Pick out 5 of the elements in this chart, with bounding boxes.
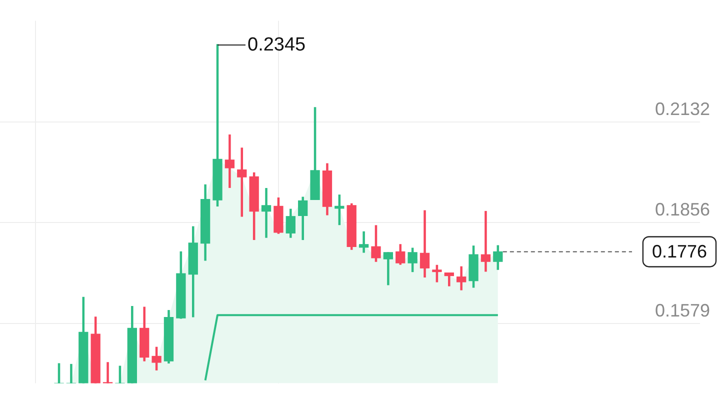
y-tick-label: 0.1579 — [654, 300, 710, 320]
annotation: 0.2345 — [248, 34, 306, 56]
y-tick-label: 0.2132 — [654, 99, 710, 120]
ref-line-label: 0.1776 — [652, 242, 708, 262]
y-tick-label: 0.1856 — [654, 200, 710, 220]
